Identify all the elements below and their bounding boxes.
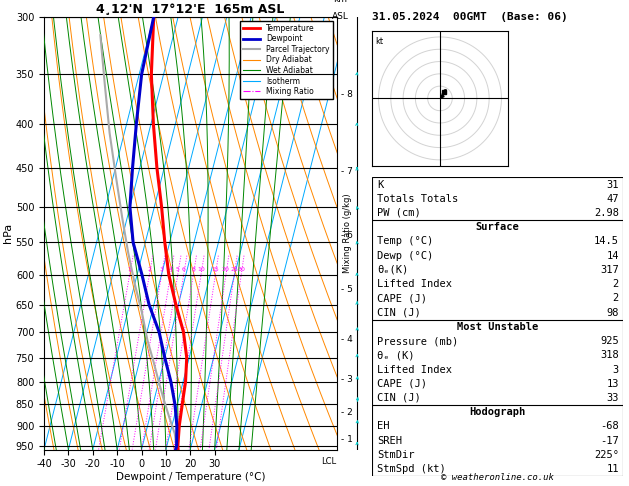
Text: kt: kt [375, 37, 383, 46]
Text: 98: 98 [606, 308, 619, 318]
Text: 2: 2 [613, 294, 619, 303]
Text: - 8: - 8 [340, 90, 352, 100]
Text: 30: 30 [237, 267, 245, 272]
Text: 4: 4 [169, 267, 172, 272]
Text: 14.5: 14.5 [594, 236, 619, 246]
Text: 33: 33 [606, 393, 619, 403]
Text: Surface: Surface [476, 222, 520, 232]
Text: 6: 6 [182, 267, 186, 272]
Text: -68: -68 [600, 421, 619, 432]
Text: 10: 10 [197, 267, 205, 272]
Text: 47: 47 [606, 194, 619, 204]
Text: 225°: 225° [594, 450, 619, 460]
Text: 1: 1 [128, 267, 131, 272]
Text: 25: 25 [230, 267, 238, 272]
Text: - 6: - 6 [340, 231, 352, 240]
Text: Mixing Ratio (g/kg): Mixing Ratio (g/kg) [343, 193, 352, 273]
Text: 20: 20 [222, 267, 230, 272]
Text: CAPE (J): CAPE (J) [377, 294, 427, 303]
Text: Lifted Index: Lifted Index [377, 364, 452, 375]
Text: - 4: - 4 [340, 335, 352, 345]
Text: EH: EH [377, 421, 390, 432]
Text: Totals Totals: Totals Totals [377, 194, 459, 204]
Text: 3: 3 [613, 364, 619, 375]
Legend: Temperature, Dewpoint, Parcel Trajectory, Dry Adiabat, Wet Adiabat, Isotherm, Mi: Temperature, Dewpoint, Parcel Trajectory… [240, 21, 333, 99]
X-axis label: Dewpoint / Temperature (°C): Dewpoint / Temperature (°C) [116, 472, 265, 482]
Text: 317: 317 [600, 265, 619, 275]
Text: 2: 2 [147, 267, 152, 272]
Text: θₑ (K): θₑ (K) [377, 350, 415, 360]
Text: - 2: - 2 [340, 408, 352, 417]
Text: K: K [377, 179, 384, 190]
Text: - 7: - 7 [340, 167, 352, 176]
Text: Hodograph: Hodograph [469, 407, 526, 417]
Text: 15: 15 [211, 267, 220, 272]
Text: © weatheronline.co.uk: © weatheronline.co.uk [441, 473, 554, 482]
Text: Pressure (mb): Pressure (mb) [377, 336, 459, 346]
Text: 13: 13 [606, 379, 619, 389]
Text: Most Unstable: Most Unstable [457, 322, 538, 332]
Text: km: km [333, 0, 348, 4]
Text: CIN (J): CIN (J) [377, 308, 421, 318]
Text: 925: 925 [600, 336, 619, 346]
Text: ASL: ASL [332, 12, 349, 21]
Text: Temp (°C): Temp (°C) [377, 236, 433, 246]
Text: Lifted Index: Lifted Index [377, 279, 452, 289]
Text: -17: -17 [600, 435, 619, 446]
Text: - 5: - 5 [340, 285, 352, 295]
Text: StmDir: StmDir [377, 450, 415, 460]
Text: StmSpd (kt): StmSpd (kt) [377, 464, 446, 474]
Text: LCL: LCL [321, 457, 337, 467]
Text: 2: 2 [613, 279, 619, 289]
Text: 3: 3 [160, 267, 164, 272]
Text: 5: 5 [175, 267, 180, 272]
Text: 2.98: 2.98 [594, 208, 619, 218]
Text: SREH: SREH [377, 435, 403, 446]
Title: 4¸12'N  17°12'E  165m ASL: 4¸12'N 17°12'E 165m ASL [96, 3, 284, 16]
Text: 31.05.2024  00GMT  (Base: 06): 31.05.2024 00GMT (Base: 06) [372, 12, 568, 22]
Text: 318: 318 [600, 350, 619, 360]
Text: 11: 11 [606, 464, 619, 474]
Text: - 1: - 1 [340, 435, 352, 444]
Text: PW (cm): PW (cm) [377, 208, 421, 218]
Text: - 3: - 3 [340, 375, 352, 384]
Text: 14: 14 [606, 251, 619, 260]
Text: 8: 8 [191, 267, 195, 272]
Text: CAPE (J): CAPE (J) [377, 379, 427, 389]
Y-axis label: hPa: hPa [3, 223, 13, 243]
Text: θₑ(K): θₑ(K) [377, 265, 409, 275]
Text: Dewp (°C): Dewp (°C) [377, 251, 433, 260]
Text: 31: 31 [606, 179, 619, 190]
Text: CIN (J): CIN (J) [377, 393, 421, 403]
